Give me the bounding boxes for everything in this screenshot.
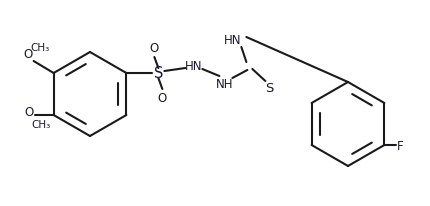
Text: NH: NH — [215, 77, 233, 90]
Text: CH₃: CH₃ — [31, 119, 50, 129]
Text: CH₃: CH₃ — [30, 43, 49, 53]
Text: O: O — [150, 42, 159, 55]
Text: HN: HN — [184, 60, 202, 73]
Text: S: S — [265, 81, 273, 94]
Text: O: O — [158, 92, 167, 105]
Text: F: F — [397, 139, 404, 152]
Text: O: O — [23, 47, 32, 60]
Text: S: S — [154, 66, 163, 81]
Text: O: O — [24, 106, 33, 119]
Text: HN: HN — [224, 34, 241, 47]
